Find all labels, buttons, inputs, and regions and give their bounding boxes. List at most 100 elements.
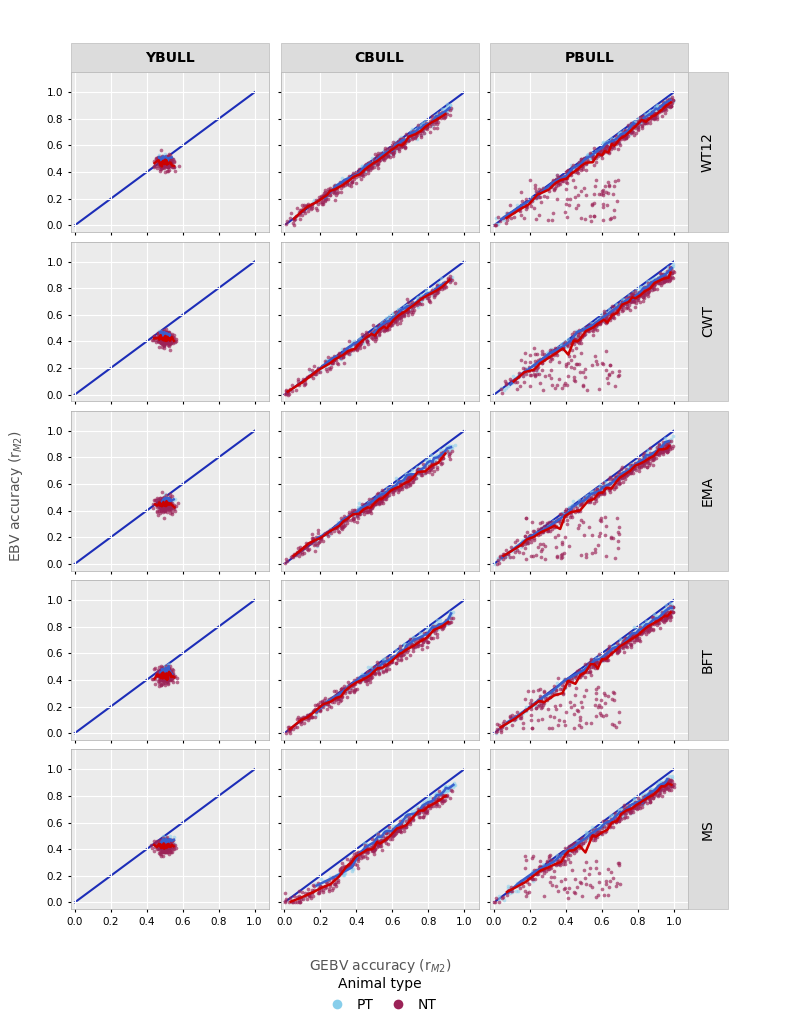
Point [407, 639, 419, 656]
Point [306, 533, 319, 550]
Point [339, 511, 351, 528]
Point [562, 538, 575, 555]
Point [498, 382, 511, 399]
Point [509, 541, 521, 558]
Point [361, 495, 374, 511]
Point [358, 505, 370, 522]
Point [159, 659, 172, 676]
Point [156, 497, 168, 513]
Point [607, 133, 619, 150]
Point [494, 724, 507, 741]
Point [638, 287, 651, 304]
Point [405, 299, 418, 315]
Point [380, 320, 392, 337]
Point [382, 317, 395, 334]
Point [159, 665, 172, 682]
Point [413, 466, 426, 482]
Point [640, 115, 653, 131]
Point [157, 839, 170, 855]
Point [627, 461, 640, 477]
Point [632, 115, 645, 131]
Point [404, 812, 417, 828]
Point [589, 352, 602, 369]
Point [167, 335, 180, 351]
Point [612, 808, 625, 824]
Point [585, 318, 597, 335]
Point [505, 707, 518, 723]
Point [366, 663, 379, 680]
Point [543, 850, 556, 867]
Point [383, 653, 396, 669]
Point [498, 209, 510, 225]
Point [496, 717, 509, 733]
Point [416, 631, 429, 648]
Point [630, 622, 643, 638]
Point [157, 500, 169, 516]
Point [150, 150, 163, 166]
Point [431, 277, 444, 293]
Point [328, 683, 341, 699]
Point [657, 787, 669, 804]
Point [308, 701, 321, 718]
Point [564, 670, 577, 687]
Point [629, 624, 642, 640]
Point [168, 153, 181, 169]
Point [619, 128, 631, 145]
Point [168, 158, 180, 175]
Point [543, 518, 556, 534]
Point [577, 665, 589, 682]
Point [580, 154, 592, 170]
Point [369, 840, 381, 856]
Point [155, 666, 168, 683]
Point [568, 372, 581, 388]
Point [371, 321, 384, 338]
Point [590, 655, 603, 671]
Point [164, 491, 176, 507]
Point [577, 527, 590, 543]
Point [576, 378, 589, 395]
Point [374, 493, 387, 509]
Point [543, 523, 556, 539]
Point [597, 184, 610, 200]
Point [637, 292, 649, 309]
Point [328, 523, 341, 539]
Point [592, 380, 605, 397]
Point [164, 657, 176, 674]
Point [381, 314, 394, 331]
Point [555, 681, 568, 697]
Point [368, 659, 380, 676]
Point [598, 818, 611, 835]
Point [437, 277, 449, 293]
Point [602, 643, 615, 659]
Point [165, 334, 178, 350]
Point [518, 539, 531, 556]
Point [637, 623, 649, 639]
Point [157, 835, 170, 851]
Point [282, 382, 294, 399]
Point [371, 835, 384, 851]
Point [335, 346, 347, 363]
Point [613, 474, 626, 491]
Point [623, 292, 636, 309]
Point [494, 550, 507, 566]
Point [614, 136, 626, 153]
Point [648, 608, 660, 625]
Point [353, 845, 365, 862]
Point [626, 287, 638, 304]
Point [420, 625, 433, 641]
Point [596, 479, 609, 496]
Point [383, 651, 396, 667]
Point [409, 803, 422, 819]
Point [598, 484, 611, 501]
Point [406, 306, 418, 322]
Point [430, 107, 442, 124]
Point [649, 105, 661, 122]
Point [524, 695, 536, 712]
Point [372, 484, 384, 501]
Point [612, 367, 625, 383]
Point [433, 797, 446, 814]
Point [158, 327, 171, 344]
Point [646, 109, 659, 126]
Point [415, 118, 428, 134]
Point [566, 843, 579, 859]
